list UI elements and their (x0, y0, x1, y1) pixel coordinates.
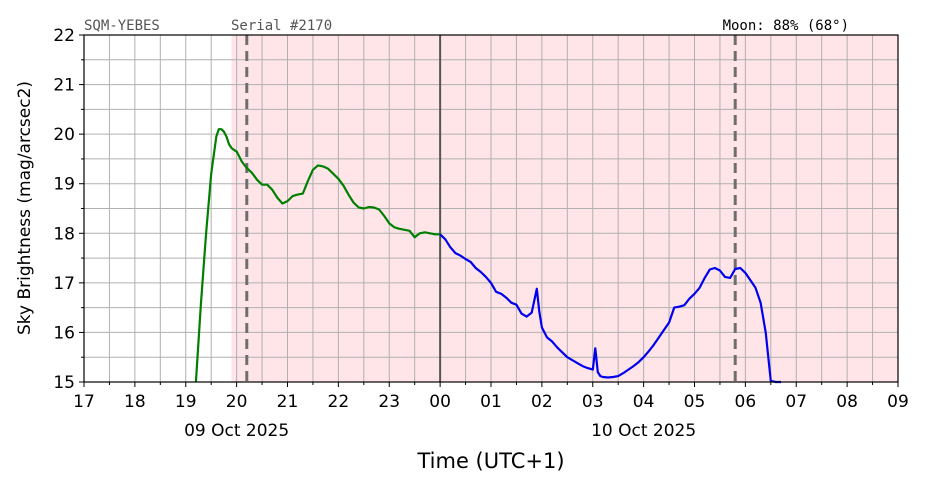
series-line-1 (194, 128, 441, 383)
x-tick-label: 06 (735, 392, 757, 412)
x-tick-label: 08 (836, 392, 858, 412)
x-tick-label: 23 (378, 392, 400, 412)
y-tick-label: 21 (53, 76, 75, 96)
x-tick-label: 17 (73, 392, 95, 412)
date-label: 10 Oct 2025 (591, 421, 696, 441)
y-tick-label: 16 (53, 323, 75, 343)
x-tick-label: 02 (531, 392, 553, 412)
x-tick-label: 00 (429, 392, 451, 412)
x-tick-label: 07 (785, 392, 807, 412)
x-tick-label: 05 (684, 392, 706, 412)
series-lines (194, 128, 781, 384)
x-tick-label: 20 (226, 392, 248, 412)
x-tick-label: 22 (328, 392, 350, 412)
y-tick-label: 18 (53, 224, 75, 244)
station-name: SQM-YEBES (84, 18, 160, 34)
y-tick-label: 17 (53, 274, 75, 294)
serial-number: Serial #2170 (231, 18, 332, 34)
x-tick-label: 19 (175, 392, 197, 412)
x-tick-label: 01 (480, 392, 502, 412)
series-line-2 (439, 233, 781, 384)
y-tick-label: 15 (53, 373, 75, 393)
axis-ticks: 17 18 19 20 21 22 23 00 01 02 03 04 05 06 07 08 09 15 16 17… (53, 26, 908, 441)
moon-info: Moon: 88% (68°) (723, 18, 849, 34)
y-tick-label: 19 (53, 175, 75, 195)
x-tick-label: 04 (633, 392, 655, 412)
y-tick-label: 20 (53, 125, 75, 145)
reference-lines (245, 35, 737, 382)
x-tick-label: 03 (582, 392, 604, 412)
y-tick-label: 22 (53, 26, 75, 46)
x-tick-label: 21 (277, 392, 299, 412)
x-tick-label: 18 (124, 392, 146, 412)
x-axis-label: Time (UTC+1) (416, 449, 564, 473)
y-axis-label: Sky Brightness (mag/arcsec2) (15, 81, 35, 335)
x-tick-label: 09 (887, 392, 909, 412)
date-label: 09 Oct 2025 (184, 421, 289, 441)
